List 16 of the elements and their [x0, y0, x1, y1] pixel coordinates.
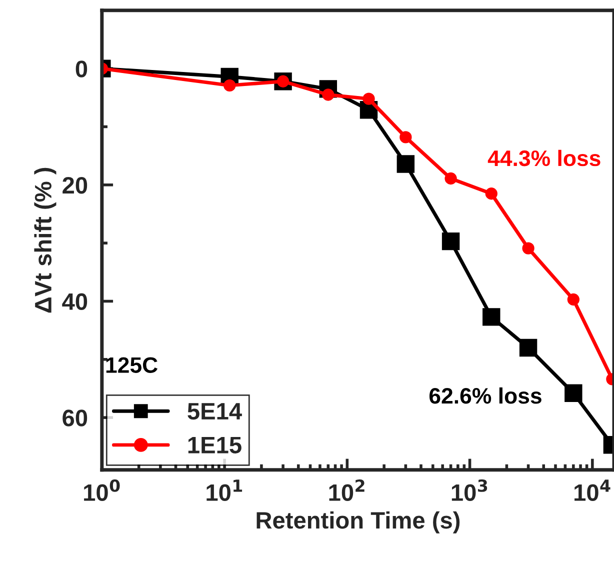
y-tick-label: 0 [76, 60, 88, 78]
y-axis-title: ΔVt shift (% ) [34, 168, 56, 313]
x-tick-label: 10$^{2}$ [329, 479, 364, 501]
y-tick-label: 60 [62, 410, 88, 426]
y-tick-label: 20 [62, 176, 88, 194]
x-tick-label: 10$^{1}$ [206, 480, 242, 501]
x-tick-label: 10$^{3}$ [452, 479, 488, 501]
annotation: 44.3% loss [488, 150, 600, 166]
y-tick-label: 40 [62, 293, 88, 310]
x-axis-title: Retention Time (s) [256, 511, 460, 534]
annotation: 125C [106, 357, 158, 373]
x-tick-label: 10$^{4}$ [574, 480, 610, 501]
legend-label: 1E15 [188, 436, 242, 454]
legend-label: 5E14 [188, 403, 242, 420]
x-tick-label: 10$^{0}$ [84, 479, 120, 501]
annotation: 62.6% loss [429, 387, 542, 404]
